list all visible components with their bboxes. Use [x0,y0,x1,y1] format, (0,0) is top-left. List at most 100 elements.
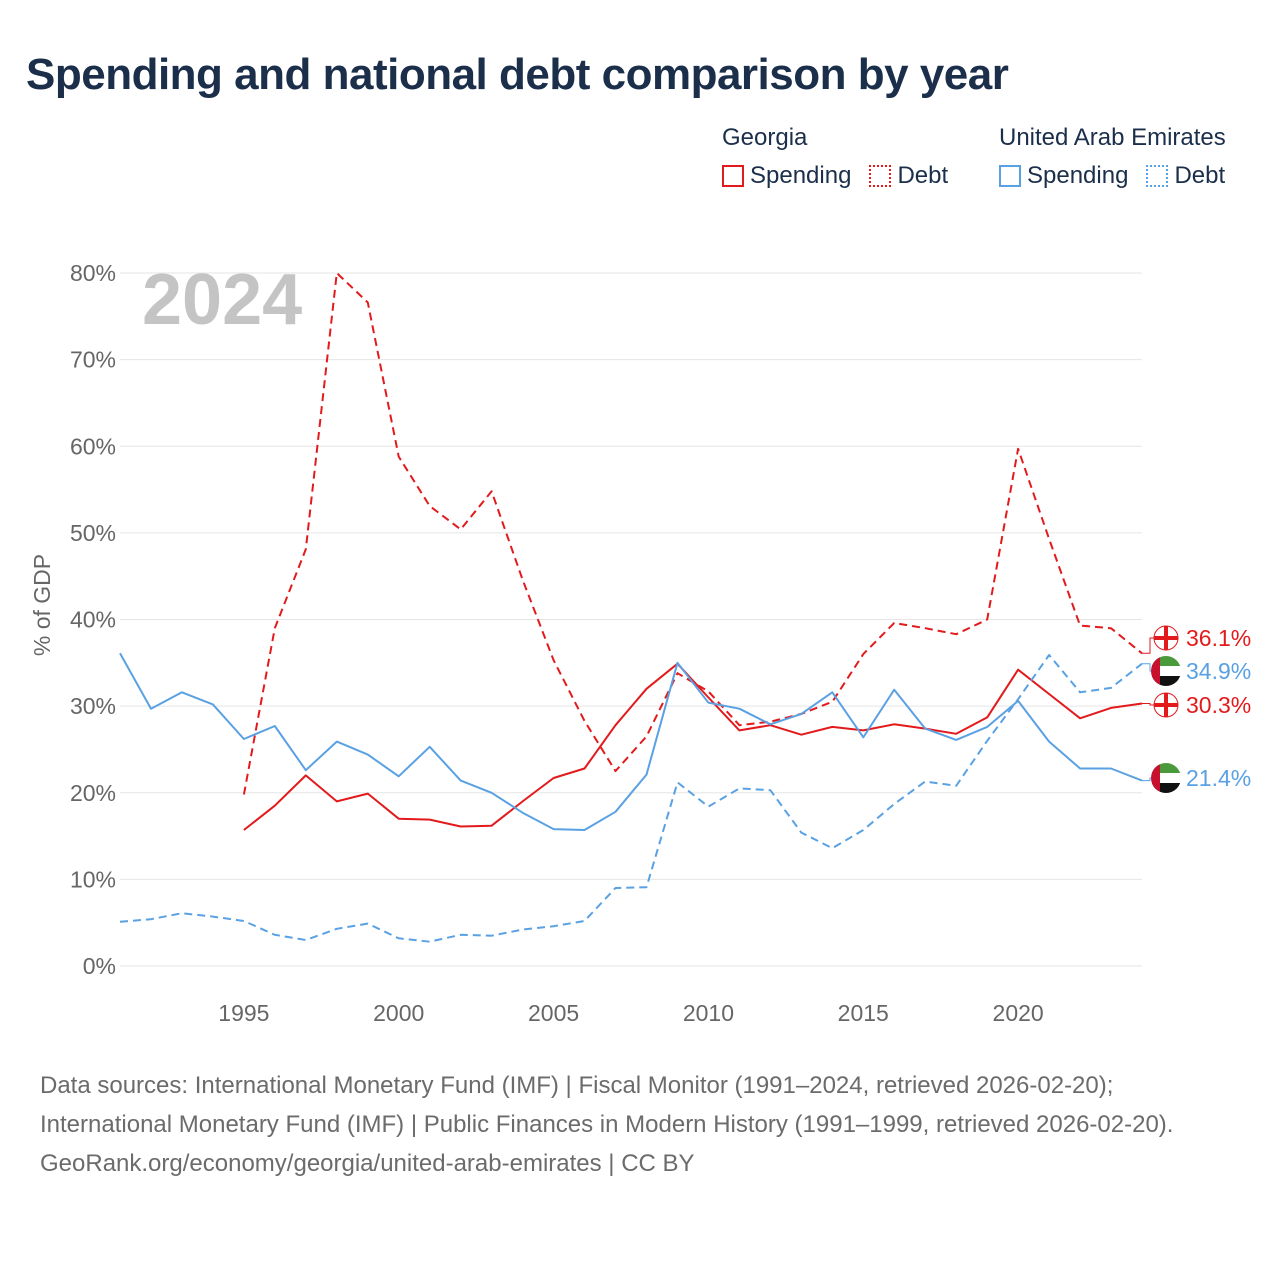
y-tick-label: 60% [70,433,116,459]
data-point [581,717,589,725]
data-point [1107,624,1115,632]
data-point [642,732,650,740]
legend-item-georgia-spending[interactable]: Spending [722,162,851,190]
data-point [209,913,217,921]
chart-footer: Data sources: International Monetary Fun… [40,1066,1240,1183]
uae-flag-icon [1151,763,1181,793]
data-point [1014,695,1022,703]
data-point [240,917,248,925]
y-tick-label: 80% [70,260,116,286]
data-point [147,705,155,713]
credit-link[interactable]: GeoRank.org/economy/georgia/united-arab-… [40,1150,695,1177]
legend-country-label: Georgia [722,124,808,151]
data-point [457,777,465,785]
data-point [983,616,991,624]
legend-item-label: Debt [1174,162,1226,189]
data-point [457,823,465,831]
x-tick-label: 1995 [218,1000,269,1026]
data-point [704,699,712,707]
data-point [828,723,836,731]
data-point [519,797,527,805]
x-tick-label: 2020 [993,1000,1044,1026]
data-point [488,932,496,940]
series-line-united-arab-emirates-spending [119,652,1143,831]
end-value-label: 30.3% [1186,692,1251,718]
data-point [828,688,836,696]
line-chart: 0% 10% 20% 30% 40% 50% 60% 70% 80% 1995 2000 2005 20… [29,260,1251,1026]
y-axis-label: % of GDP [29,554,55,656]
chart-title: Spending and national debt comparison by… [26,50,1009,99]
data-point [890,686,898,694]
legend-swatch-solid-icon [722,165,744,187]
data-point [333,269,341,277]
data-point [395,772,403,780]
data-point [859,733,867,741]
x-tick-label: 2010 [683,1000,734,1026]
data-point [766,720,774,728]
data-point [642,883,650,891]
data-point [612,808,620,816]
legend-item-label: Spending [750,162,852,189]
data-point [209,700,217,708]
y-tick-label: 70% [70,347,116,373]
series-line-united-arab-emirates-debt [119,654,1143,943]
data-point [828,698,836,706]
legend-item-label: Spending [1027,162,1129,189]
data-point [364,298,372,306]
data-point [1014,666,1022,674]
end-label-connector [1142,637,1154,654]
data-point [426,743,434,751]
y-tick-label: 10% [70,866,116,892]
data-point [1076,622,1084,630]
data-point [612,767,620,775]
legend-item-georgia-debt[interactable]: Debt [869,162,948,190]
legend-country-label: United Arab Emirates [999,124,1226,151]
data-point [952,782,960,790]
x-tick-label: 2015 [838,1000,889,1026]
y-tick-label: 0% [83,953,116,979]
legend-uae: United Arab Emirates Spending Debt [999,124,1226,190]
data-point [333,797,341,805]
data-point [642,685,650,693]
data-point [302,936,310,944]
data-point [828,844,836,852]
legend-georgia: Georgia Spending Debt [722,124,966,190]
data-point [395,453,403,461]
data-point [581,826,589,834]
x-tick-label: 2000 [373,1000,424,1026]
data-point [240,790,248,798]
legend-item-uae-debt[interactable]: Debt [1146,162,1225,190]
data-point [426,938,434,946]
y-tick-label: 50% [70,520,116,546]
data-point [890,800,898,808]
data-point [426,502,434,510]
end-value-label: 36.1% [1186,625,1251,651]
data-point [1107,764,1115,772]
data-point [271,722,279,730]
end-value-label: 21.4% [1186,765,1251,791]
data-point [859,650,867,658]
data-point [271,931,279,939]
data-point [1107,704,1115,712]
data-point [1076,688,1084,696]
data-point [178,909,186,917]
data-point [673,778,681,786]
data-point [921,624,929,632]
data-point [797,710,805,718]
data-point [519,926,527,934]
end-label-connector [1142,703,1154,706]
data-point [921,777,929,785]
data-point [952,630,960,638]
series-line-georgia-debt [242,272,1143,795]
data-point [364,751,372,759]
data-point [457,931,465,939]
data-point [550,774,558,782]
data-point [116,649,124,657]
data-point [1076,764,1084,772]
legend-item-uae-spending[interactable]: Spending [999,162,1128,190]
data-point [704,687,712,695]
georgia-flag-cross-v-icon [1164,626,1168,650]
data-point [735,721,743,729]
data-point [271,802,279,810]
data-point [952,736,960,744]
